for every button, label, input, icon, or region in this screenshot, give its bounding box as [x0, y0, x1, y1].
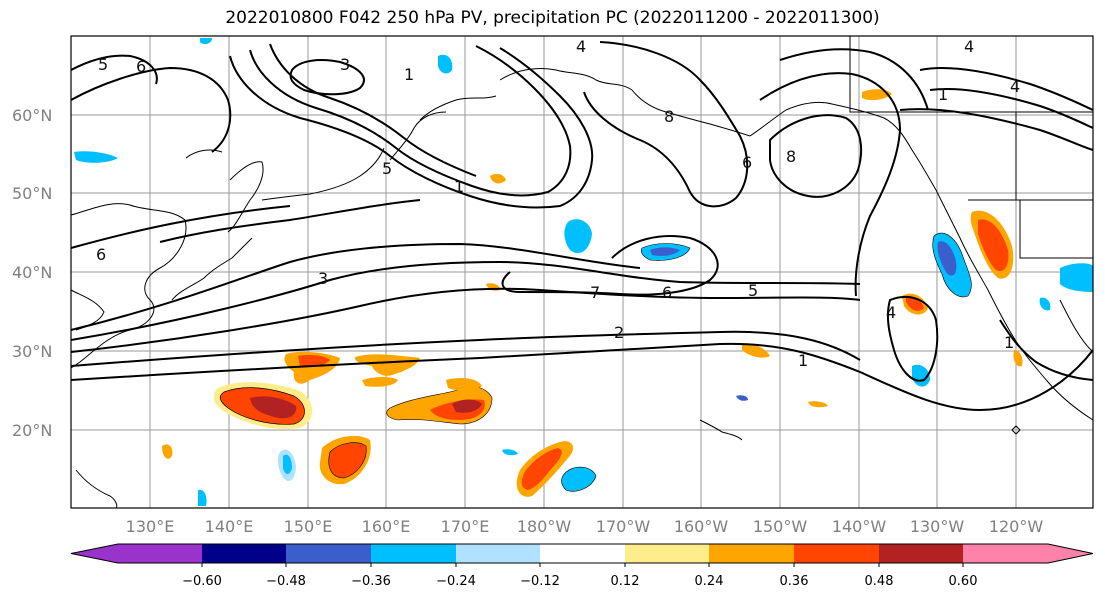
- svg-text:150°W: 150°W: [753, 517, 808, 536]
- svg-text:180°W: 180°W: [517, 517, 572, 536]
- svg-text:60°N: 60°N: [12, 106, 52, 125]
- colorbar-outline: [70, 543, 1094, 564]
- colorbar-segment: [118, 544, 202, 563]
- svg-text:130°E: 130°E: [126, 517, 175, 536]
- colorbar-tick-label: 0.48: [865, 574, 894, 589]
- svg-text:1: 1: [798, 351, 808, 370]
- svg-text:50°N: 50°N: [12, 184, 52, 203]
- coastlines: [70, 36, 1094, 509]
- colorbar-segment: [540, 544, 625, 563]
- colorbar-tick-label: −0.12: [520, 574, 560, 589]
- colorbar-segment: [709, 544, 794, 563]
- map-frame: [70, 35, 1094, 509]
- colorbar-extend-low: [71, 544, 118, 563]
- colorbar-tick-labels: −0.60 −0.48 −0.36 −0.24 −0.12 0.12 0.24 …: [182, 574, 977, 589]
- svg-text:160°W: 160°W: [674, 517, 729, 536]
- colorbar-segment: [286, 544, 371, 563]
- svg-text:170°E: 170°E: [441, 517, 490, 536]
- svg-text:3: 3: [318, 269, 328, 288]
- latitude-labels: 60°N 50°N 40°N 30°N 20°N: [12, 106, 52, 440]
- svg-text:2: 2: [614, 323, 624, 342]
- colorbar-tick-label: 0.36: [780, 574, 809, 589]
- svg-text:6: 6: [96, 245, 106, 264]
- svg-text:6: 6: [136, 57, 146, 76]
- svg-text:4: 4: [964, 37, 974, 56]
- colorbar-segment: [371, 544, 456, 563]
- svg-text:160°E: 160°E: [362, 517, 411, 536]
- pv-contours: [70, 41, 1094, 412]
- svg-text:6: 6: [742, 153, 752, 172]
- longitude-labels: 130°E 140°E 150°E 160°E 170°E 180°W 170°…: [126, 517, 1044, 536]
- svg-text:3: 3: [340, 55, 350, 74]
- svg-text:140°E: 140°E: [205, 517, 254, 536]
- svg-text:5: 5: [748, 281, 758, 300]
- svg-text:1: 1: [404, 65, 414, 84]
- graticule: [71, 36, 1093, 508]
- colorbar-segment: [456, 544, 540, 563]
- colorbar-segment: [879, 544, 963, 563]
- colorbar-tick-label: 0.12: [611, 574, 640, 589]
- svg-text:1: 1: [1004, 333, 1014, 352]
- svg-text:5: 5: [98, 55, 108, 74]
- svg-text:7: 7: [590, 283, 600, 302]
- colorbar-segment: [625, 544, 709, 563]
- colorbar-segment: [963, 544, 1048, 563]
- svg-text:20°N: 20°N: [12, 421, 52, 440]
- svg-text:40°N: 40°N: [12, 263, 52, 282]
- svg-text:170°W: 170°W: [596, 517, 651, 536]
- svg-text:120°W: 120°W: [989, 517, 1044, 536]
- svg-text:8: 8: [786, 147, 796, 166]
- colorbar-tick-label: −0.36: [351, 574, 391, 589]
- svg-text:130°W: 130°W: [910, 517, 965, 536]
- colorbar-tick-label: −0.48: [266, 574, 306, 589]
- colorbar-tick-label: 0.24: [695, 574, 724, 589]
- colorbar-tick-label: −0.24: [436, 574, 476, 589]
- colorbar-extend-high: [1048, 544, 1093, 563]
- colorbar-segment: [794, 544, 879, 563]
- colorbar-segment: [202, 544, 286, 563]
- svg-text:150°E: 150°E: [284, 517, 333, 536]
- svg-text:6: 6: [662, 283, 672, 302]
- svg-text:4: 4: [886, 303, 896, 322]
- svg-text:8: 8: [664, 107, 674, 126]
- precip-negative-areas: [74, 38, 1093, 506]
- colorbar: [70, 543, 1094, 567]
- svg-text:140°W: 140°W: [832, 517, 887, 536]
- svg-text:4: 4: [1010, 77, 1020, 96]
- svg-text:1: 1: [938, 85, 948, 104]
- precip-positive-areas: [162, 89, 1023, 497]
- contour-labels: 5 6 3 1 4 5 1 8 6 8 4 1 4 6 3 7 6 5 2 1 …: [96, 37, 1020, 370]
- svg-text:1: 1: [454, 177, 464, 196]
- svg-text:5: 5: [382, 159, 392, 178]
- colorbar-tick-label: 0.60: [949, 574, 978, 589]
- svg-text:30°N: 30°N: [12, 342, 52, 361]
- map-title: 2022010800 F042 250 hPa PV, precipitatio…: [225, 8, 880, 28]
- svg-text:4: 4: [576, 37, 586, 56]
- colorbar-tick-label: −0.60: [182, 574, 222, 589]
